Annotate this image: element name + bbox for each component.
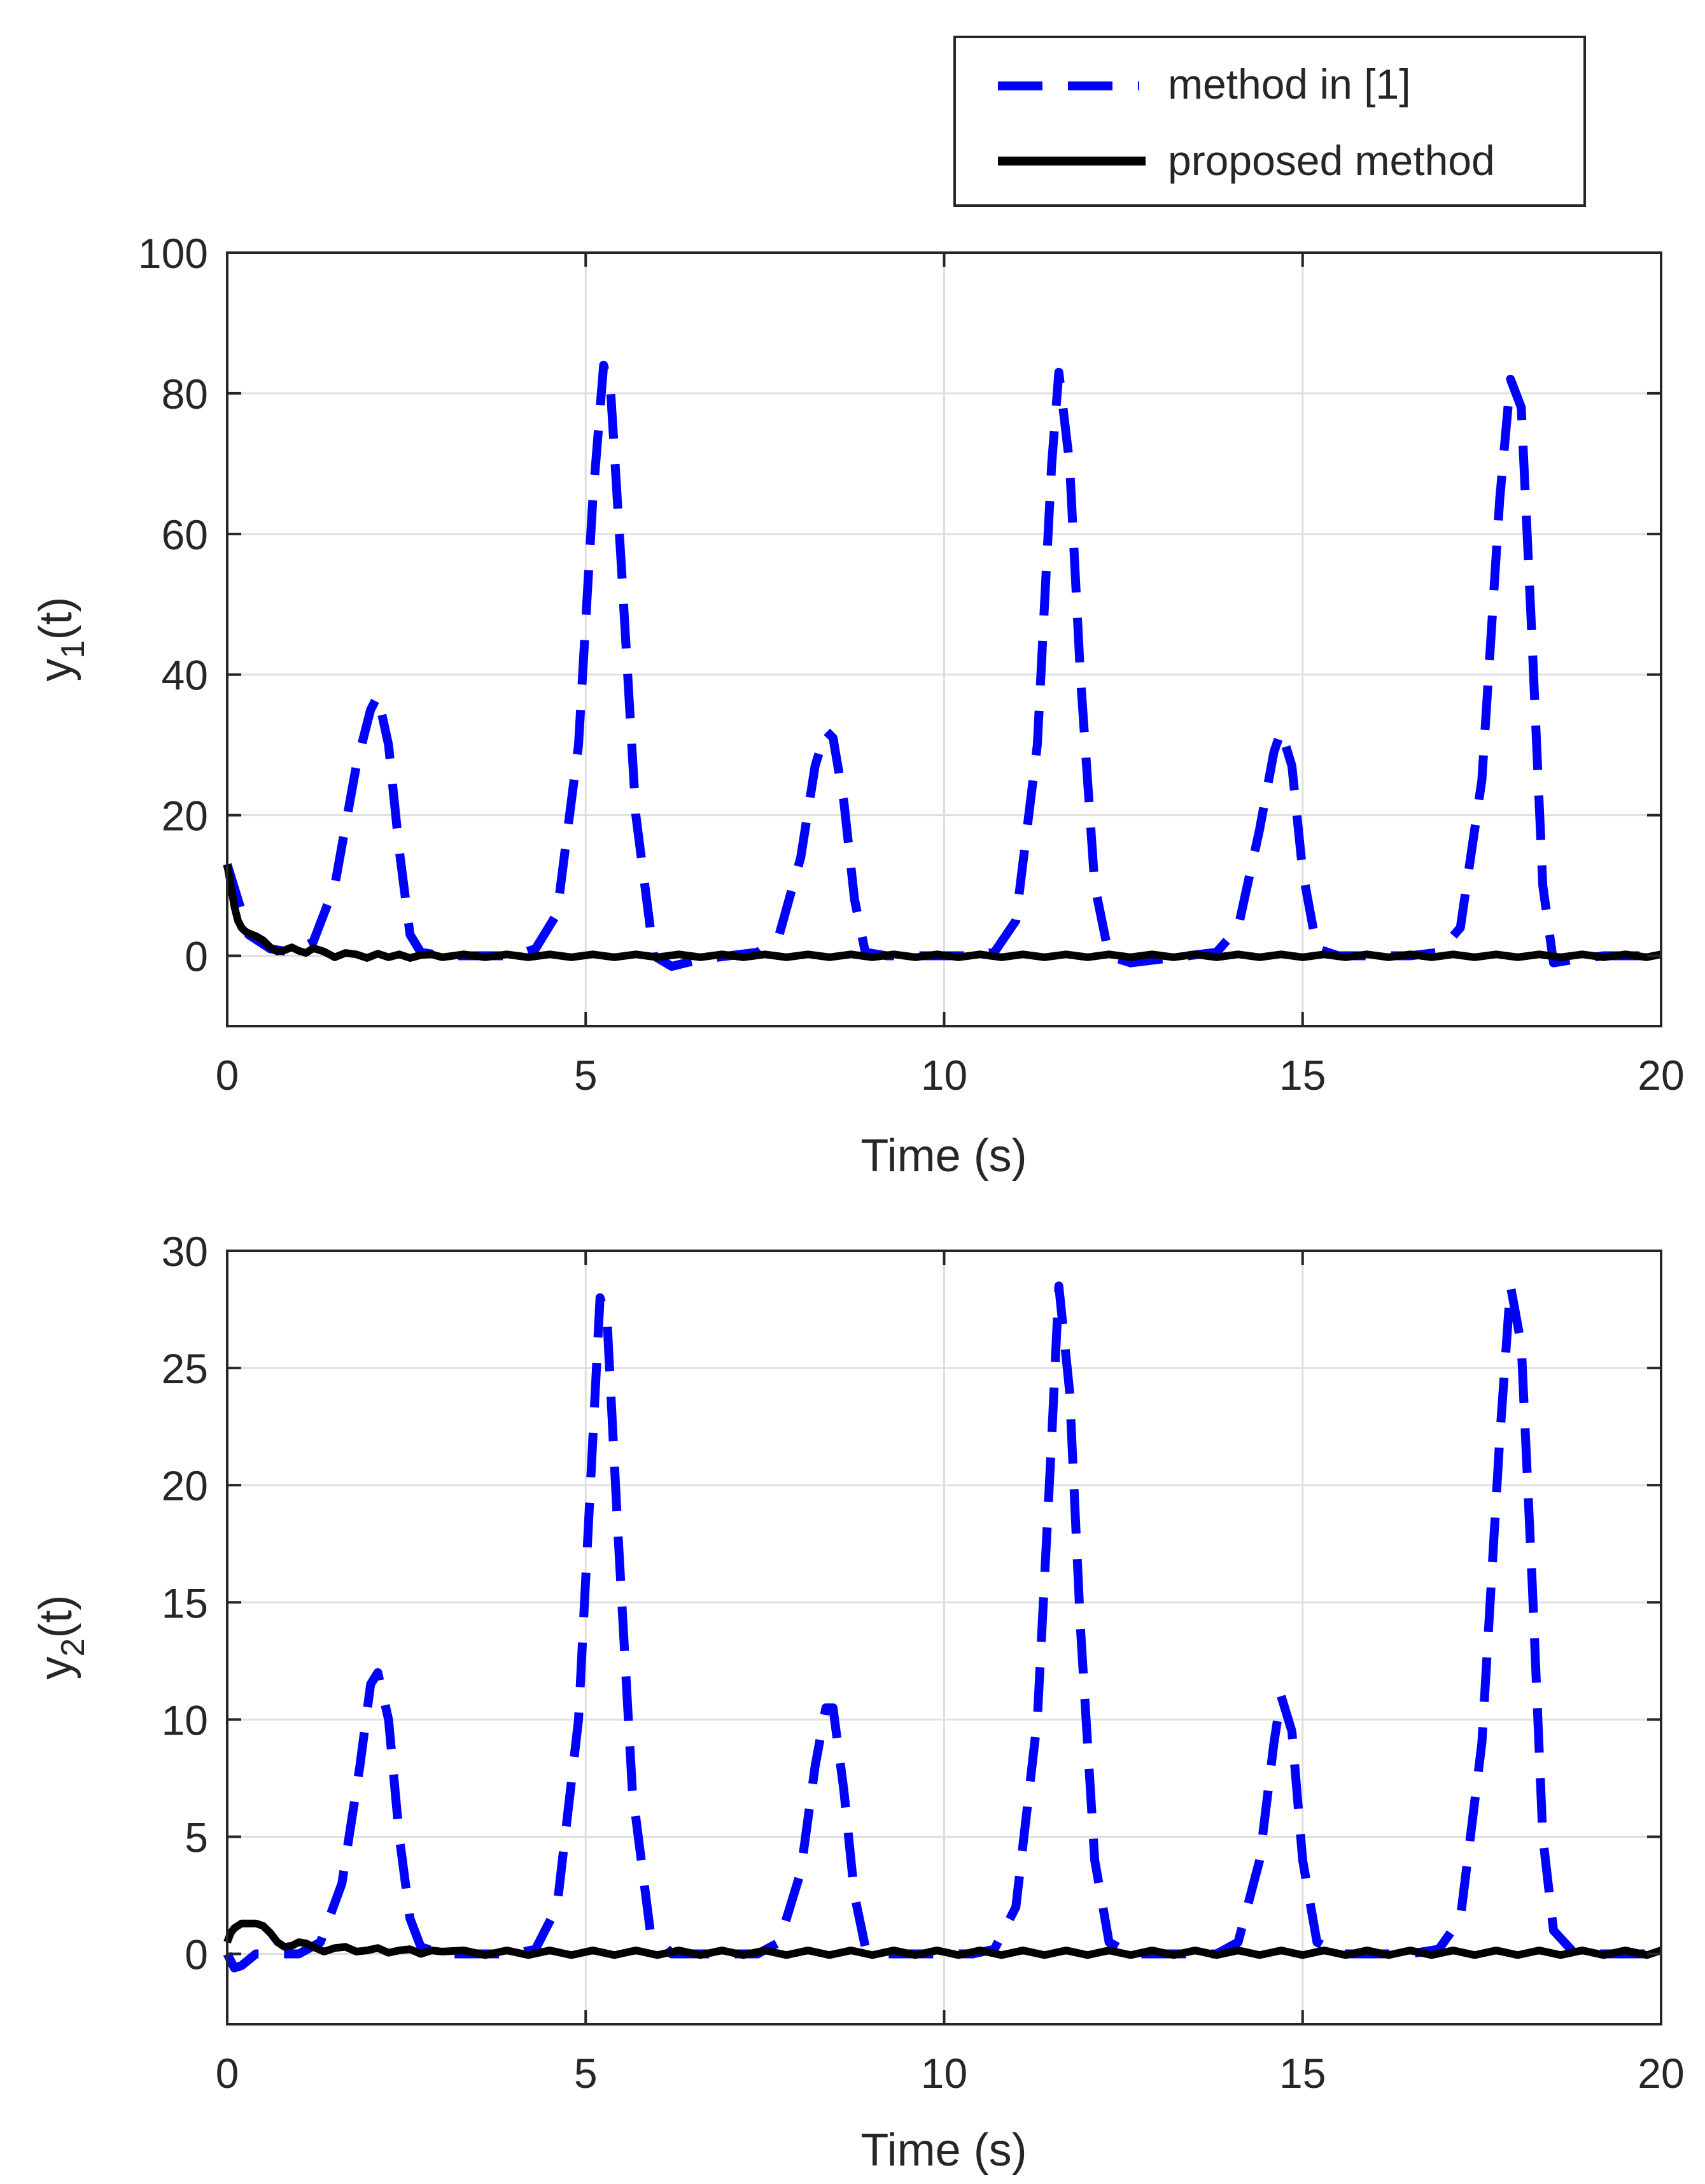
y-tick-label-10: 10 <box>162 1696 208 1744</box>
x-tick-label-5: 5 <box>574 1052 598 1099</box>
y-tick-label-15: 15 <box>162 1579 208 1626</box>
series-line-proposed-method <box>223 1919 1662 1959</box>
y-tick-label-25: 25 <box>162 1345 208 1392</box>
ticks-y2: 0 5 10 15 20 0 5 10 15 20 25 30 <box>162 1228 1685 2097</box>
y-tick-label-40: 40 <box>162 652 208 699</box>
y-tick-label-5: 5 <box>185 1814 208 1861</box>
y-axis-label-y1: y1(t) <box>31 597 92 682</box>
x-tick-label-15: 15 <box>1279 2050 1326 2097</box>
y-tick-label-60: 60 <box>162 511 208 558</box>
y-axis-label-y2-tail: (t) <box>31 1595 81 1638</box>
panel-y2: 0 5 10 15 20 0 5 10 15 20 25 30 Time (s) y2(t) <box>31 1228 1685 2176</box>
y-tick-label-0: 0 <box>185 1931 208 1978</box>
x-axis-label-y2: Time (s) <box>860 2125 1027 2176</box>
series-line-method-in-1 <box>223 1281 1661 1973</box>
legend: method in [1] proposed method <box>953 36 1586 207</box>
y-tick-label-80: 80 <box>162 370 208 418</box>
y-tick-label-30: 30 <box>162 1228 208 1275</box>
y-axis-label-y2-main: y <box>31 1656 81 1679</box>
legend-label-method-in-1: method in [1] <box>1168 60 1411 108</box>
legend-box <box>953 36 1586 207</box>
y-axis-label-y1-tail: (t) <box>31 597 81 640</box>
x-tick-label-10: 10 <box>921 2050 967 2097</box>
y-axis-label-y1-main: y <box>31 658 81 681</box>
legend-label-proposed-method: proposed method <box>1168 137 1495 184</box>
panel-y1: 0 5 10 15 20 0 20 40 60 80 100 Time (s) y1(t) <box>31 230 1685 1181</box>
series-y2 <box>223 1281 1662 1973</box>
y-axis-label-y2-sub: 2 <box>55 1638 92 1657</box>
x-tick-label-0: 0 <box>216 1052 239 1099</box>
y-axis-label-y2: y2(t) <box>31 1595 92 1680</box>
y-tick-label-20: 20 <box>162 793 208 840</box>
y-tick-label-100: 100 <box>138 230 208 277</box>
x-tick-label-20: 20 <box>1638 2050 1684 2097</box>
x-tick-label-10: 10 <box>921 1052 967 1099</box>
y-axis-label-y1-sub: 1 <box>55 640 92 659</box>
y-tick-label-20: 20 <box>162 1462 208 1509</box>
series-line-proposed-method <box>223 863 1662 962</box>
x-tick-label-20: 20 <box>1638 1052 1684 1099</box>
x-tick-label-5: 5 <box>574 2050 598 2097</box>
ticks-y1: 0 5 10 15 20 0 20 40 60 80 100 <box>138 230 1685 1099</box>
x-tick-label-0: 0 <box>216 2050 239 2097</box>
y-tick-label-0: 0 <box>185 933 208 980</box>
x-tick-label-15: 15 <box>1279 1052 1326 1099</box>
series-y1 <box>223 360 1662 971</box>
x-axis-label-y1: Time (s) <box>860 1131 1027 1181</box>
